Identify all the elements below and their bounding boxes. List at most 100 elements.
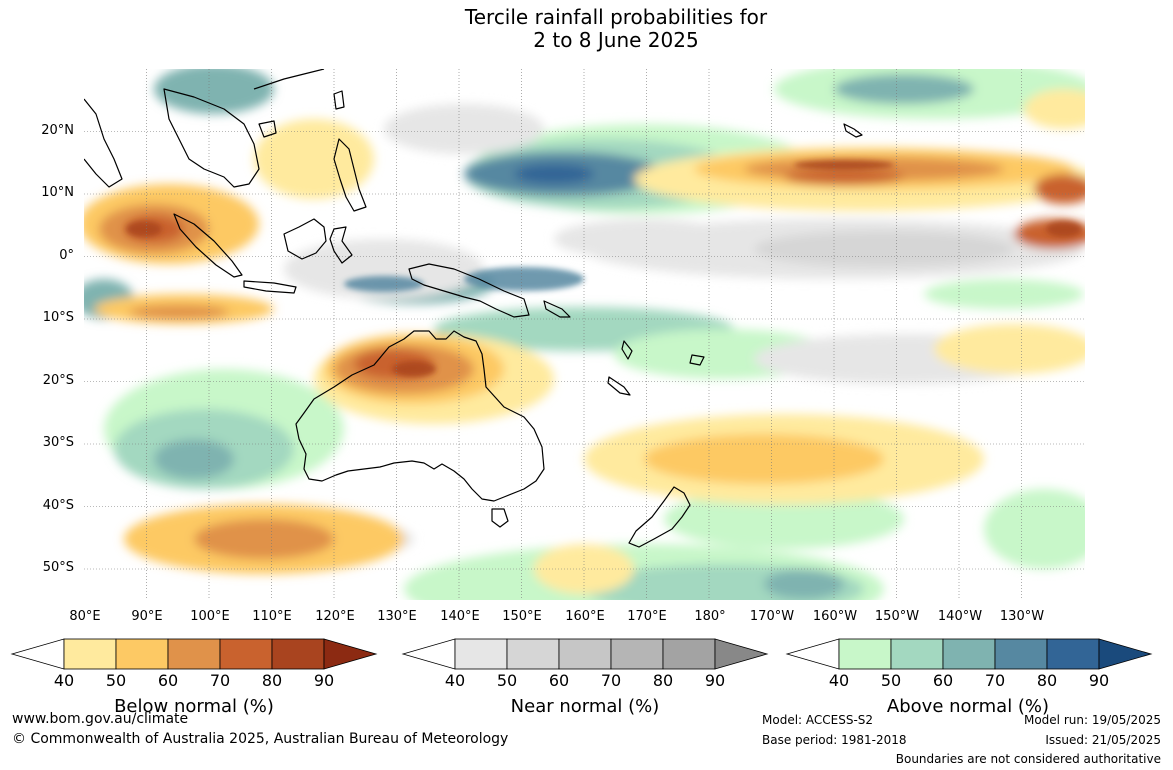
graticule [84, 69, 1085, 600]
lon-label-90e: 90°E [131, 609, 163, 624]
india-coastline [84, 98, 123, 188]
cb-below-3 [167, 638, 221, 670]
lon-label-160w: 160°W [812, 609, 858, 624]
cb-near-title: Near normal (%) [510, 696, 660, 717]
lon-label-170e: 170°E [627, 609, 667, 624]
cb-near-tick-90: 90 [704, 671, 726, 690]
cb-below-2 [115, 638, 169, 670]
philippines-coastline [333, 138, 367, 212]
cb-above-4 [994, 638, 1048, 670]
cb-below-tick-80: 80 [261, 671, 283, 690]
lon-label-180: 180° [694, 609, 726, 624]
cb-above-6 [1098, 638, 1153, 670]
probability-speckle [126, 160, 1082, 377]
lat-label-40s: 40°S [42, 498, 74, 513]
lon-label-150e: 150°E [502, 609, 542, 624]
cb-near-6 [714, 638, 769, 670]
lon-label-100e: 100°E [190, 609, 230, 624]
cb-below-0 [10, 638, 65, 670]
new-caledonia-coastline [607, 376, 631, 396]
cb-below-tick-90: 90 [313, 671, 335, 690]
hawaii-coastline [843, 123, 863, 138]
new-guinea-coastline [408, 263, 530, 318]
cb-below-5 [271, 638, 325, 670]
boundaries-disclaimer: Boundaries are not considered authoritat… [895, 752, 1161, 766]
map-title-line1: Tercile rainfall probabilities for [464, 5, 768, 29]
cb-near-3 [558, 638, 612, 670]
java-coastline [243, 280, 297, 294]
cb-above-tick-70: 70 [984, 671, 1006, 690]
cb-above-5 [1046, 638, 1100, 670]
cb-near-0 [401, 638, 456, 670]
cb-above-tick-40: 40 [828, 671, 850, 690]
cb-near-1 [454, 638, 508, 670]
lon-label-130w: 130°W [999, 609, 1045, 624]
lat-label-0: 0° [59, 248, 74, 263]
coastlines [84, 69, 863, 548]
lon-label-160e: 160°E [565, 609, 605, 624]
cb-above-tick-90: 90 [1088, 671, 1110, 690]
map-title-line2: 2 to 8 June 2025 [533, 28, 699, 52]
cb-near-tick-80: 80 [652, 671, 674, 690]
cb-below-6 [323, 638, 378, 670]
colorbar-above-normal [785, 638, 1153, 670]
cb-above-title: Above normal (%) [886, 696, 1050, 717]
cb-below-title: Below normal (%) [114, 696, 274, 717]
cb-near-tick-40: 40 [444, 671, 466, 690]
new-zealand-coastline [628, 486, 691, 548]
lat-label-20s: 20°S [42, 373, 74, 388]
cb-above-0 [785, 638, 840, 670]
cb-above-tick-80: 80 [1036, 671, 1058, 690]
cb-below-tick-40: 40 [53, 671, 75, 690]
copyright-text: © Commonwealth of Australia 2025, Austra… [12, 731, 509, 747]
indochina-coastline [163, 88, 260, 188]
lon-label-120e: 120°E [315, 609, 355, 624]
fiji-coastline [689, 354, 705, 366]
lon-label-140w: 140°W [937, 609, 983, 624]
cb-near-5 [662, 638, 716, 670]
lon-label-110e: 110°E [252, 609, 292, 624]
cb-below-4 [219, 638, 273, 670]
cb-below-tick-50: 50 [105, 671, 127, 690]
lon-label-140e: 140°E [440, 609, 480, 624]
colorbar-below-normal [10, 638, 378, 670]
lat-label-50s: 50°S [42, 560, 74, 575]
lat-label-10n: 10°N [41, 185, 74, 200]
lon-label-150w: 150°W [874, 609, 920, 624]
lat-label-30s: 30°S [42, 435, 74, 450]
cb-near-2 [506, 638, 560, 670]
issued-date: Issued: 21/05/2025 [1045, 733, 1161, 747]
model-name: Model: ACCESS-S2 [762, 713, 874, 727]
sumatra-coastline [173, 213, 243, 278]
cb-near-tick-60: 60 [548, 671, 570, 690]
australia-coastline [295, 330, 545, 502]
lon-label-130e: 130°E [377, 609, 417, 624]
website-link[interactable]: www.bom.gov.au/climate [12, 711, 189, 727]
cb-above-tick-50: 50 [880, 671, 902, 690]
model-run-date: Model run: 19/05/2025 [1023, 713, 1161, 727]
hainan-coastline [258, 120, 277, 138]
cb-near-4 [610, 638, 664, 670]
taiwan-coastline [333, 90, 345, 110]
vanuatu-coastline [621, 340, 633, 360]
lat-label-10s: 10°S [42, 310, 74, 325]
probability-map [84, 69, 1085, 600]
sulawesi-coastline [329, 226, 353, 264]
lon-label-170w: 170°W [749, 609, 795, 624]
cb-below-1 [63, 638, 117, 670]
cb-above-3 [942, 638, 996, 670]
colorbar-near-normal [401, 638, 769, 670]
cb-above-tick-60: 60 [932, 671, 954, 690]
cb-below-tick-70: 70 [209, 671, 231, 690]
cb-near-tick-50: 50 [496, 671, 518, 690]
china-coastline [253, 69, 325, 90]
lat-label-20n: 20°N [41, 123, 74, 138]
cb-below-tick-60: 60 [157, 671, 179, 690]
borneo-coastline [283, 218, 327, 260]
solomon-coastline [543, 300, 571, 318]
cb-near-tick-70: 70 [600, 671, 622, 690]
lon-label-80e: 80°E [69, 609, 101, 624]
cb-above-2 [890, 638, 944, 670]
base-period: Base period: 1981-2018 [762, 733, 907, 747]
tasmania-coastline [491, 508, 509, 528]
